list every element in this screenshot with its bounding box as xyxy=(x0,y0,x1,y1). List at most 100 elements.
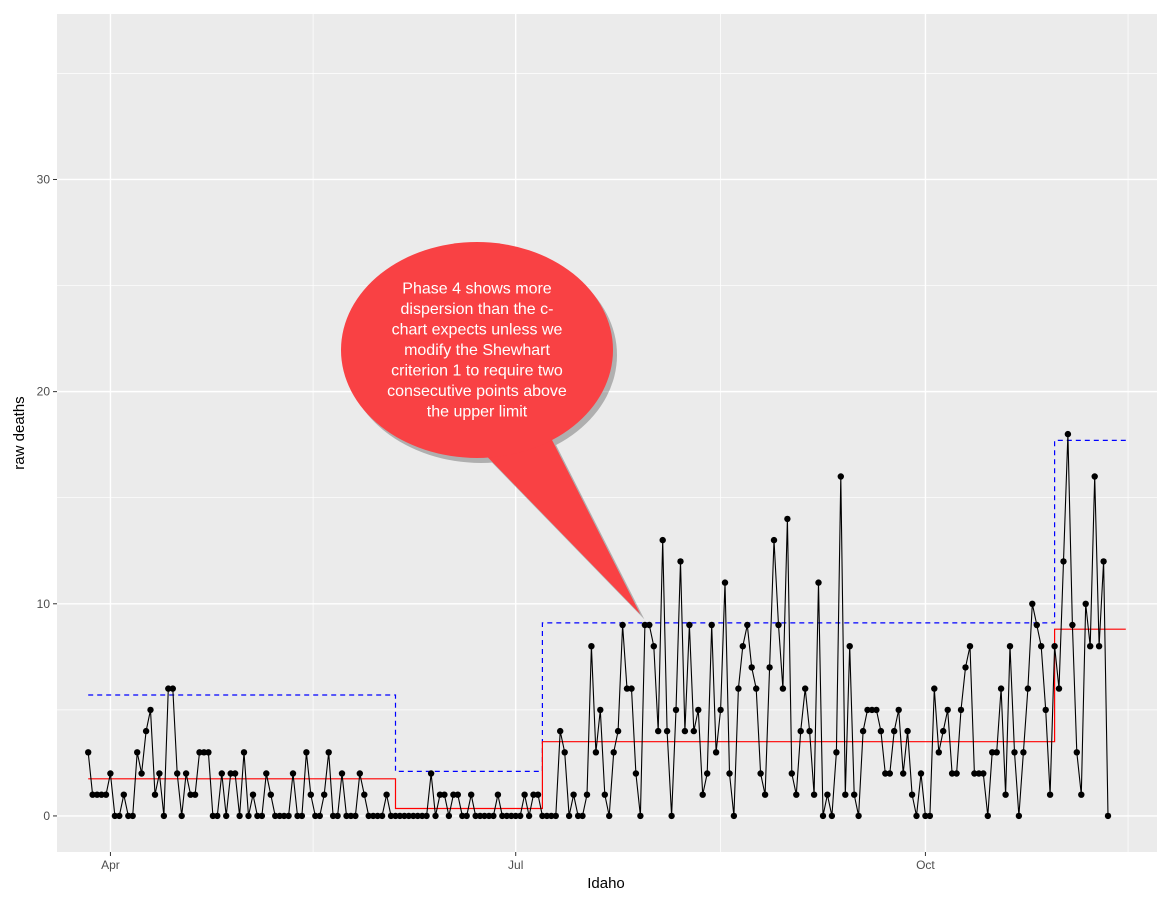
data-point xyxy=(975,770,983,777)
panel-background xyxy=(57,14,1157,852)
data-point xyxy=(592,749,600,756)
data-point xyxy=(405,812,412,820)
data-point xyxy=(984,812,991,820)
data-point xyxy=(614,727,622,735)
data-point xyxy=(231,770,239,777)
data-point xyxy=(770,536,778,544)
data-point xyxy=(534,791,542,798)
data-point xyxy=(775,621,782,629)
data-point xyxy=(499,812,506,820)
data-point xyxy=(574,812,582,820)
data-point xyxy=(182,770,190,777)
data-point xyxy=(116,812,123,820)
data-point xyxy=(726,770,733,777)
data-point xyxy=(926,812,934,820)
data-point xyxy=(668,812,675,820)
data-point xyxy=(944,706,951,714)
data-point xyxy=(476,812,484,820)
data-point xyxy=(120,791,128,798)
data-point xyxy=(196,749,203,756)
data-point xyxy=(1060,558,1067,565)
callout-text-line: modify the Shewhart xyxy=(404,342,550,359)
data-point xyxy=(191,791,199,798)
data-point xyxy=(708,621,715,629)
data-point xyxy=(312,812,319,820)
data-point xyxy=(1015,812,1023,820)
data-point xyxy=(423,812,430,820)
data-point xyxy=(543,812,551,820)
data-point xyxy=(414,812,421,820)
data-point xyxy=(223,812,230,820)
callout-bubble xyxy=(341,242,613,458)
data-point xyxy=(753,685,760,692)
data-point xyxy=(272,812,279,820)
data-point xyxy=(187,791,194,798)
data-point xyxy=(588,643,595,650)
data-point xyxy=(240,749,248,756)
data-point xyxy=(303,749,310,756)
data-point xyxy=(802,685,809,692)
data-point xyxy=(704,770,711,777)
data-point xyxy=(966,643,974,650)
data-point xyxy=(659,536,666,544)
data-point xyxy=(85,749,92,756)
data-point xyxy=(370,812,377,820)
data-point xyxy=(218,770,225,777)
data-point xyxy=(98,791,105,798)
data-point xyxy=(1002,791,1009,798)
data-point xyxy=(793,791,800,798)
data-point xyxy=(971,770,978,777)
data-point xyxy=(628,685,635,692)
x-tick-label: Apr xyxy=(101,858,120,872)
y-axis-title: raw deaths xyxy=(11,396,28,469)
data-point xyxy=(766,664,773,671)
data-point xyxy=(125,812,132,820)
data-point xyxy=(690,727,697,735)
data-point xyxy=(285,812,292,820)
data-point xyxy=(904,727,911,735)
data-point xyxy=(1069,621,1076,629)
data-point xyxy=(503,812,510,820)
data-point xyxy=(142,727,150,735)
x-tick-label: Oct xyxy=(916,858,935,872)
data-point xyxy=(539,812,546,820)
data-point xyxy=(249,791,257,798)
data-point xyxy=(151,791,159,798)
data-point xyxy=(525,812,533,820)
data-point xyxy=(276,812,283,820)
data-point xyxy=(980,770,987,777)
data-point xyxy=(93,791,101,798)
data-point xyxy=(365,812,372,820)
data-point xyxy=(463,812,470,820)
data-point xyxy=(935,749,942,756)
data-point xyxy=(258,812,266,820)
data-point xyxy=(864,706,871,714)
data-point xyxy=(472,812,479,820)
y-tick-label: 0 xyxy=(43,809,50,823)
data-point xyxy=(289,770,297,777)
data-point xyxy=(873,706,880,714)
callout-text-line: dispersion than the c- xyxy=(401,301,554,318)
data-point xyxy=(717,706,724,714)
data-point xyxy=(619,621,626,629)
data-point xyxy=(895,706,902,714)
data-point xyxy=(851,791,858,798)
data-point xyxy=(1011,749,1018,756)
data-point xyxy=(512,812,519,820)
data-point xyxy=(646,621,653,629)
data-point xyxy=(1033,621,1041,629)
data-point xyxy=(761,791,769,798)
data-point xyxy=(565,812,573,820)
data-point xyxy=(948,770,956,777)
data-point xyxy=(129,812,136,820)
data-point xyxy=(855,812,862,820)
data-point xyxy=(361,791,368,798)
data-point xyxy=(1024,685,1032,692)
data-point xyxy=(1006,643,1014,650)
data-point xyxy=(739,643,746,650)
data-point xyxy=(824,791,831,798)
data-point xyxy=(997,685,1005,692)
data-point xyxy=(1095,643,1103,650)
data-point xyxy=(445,812,453,820)
tick-labels: 0 10 20 30 Apr Jul Oct xyxy=(37,172,936,872)
